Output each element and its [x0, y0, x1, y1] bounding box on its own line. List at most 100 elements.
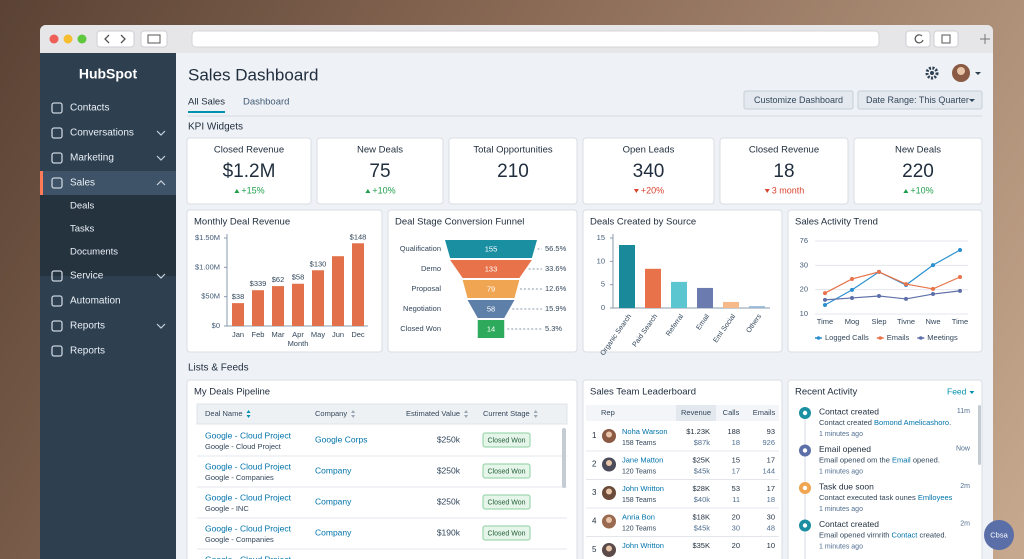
new-tab[interactable] — [980, 34, 990, 44]
settings-icon[interactable] — [925, 66, 939, 80]
y-tick-label: $1.50M — [195, 233, 220, 242]
maximize-button[interactable] — [77, 34, 87, 44]
funnel-stage — [477, 320, 505, 338]
card — [853, 137, 983, 205]
rank: 1 — [592, 431, 597, 440]
section-title: KPI Widgets — [188, 122, 243, 133]
legend-label: Logged Calls — [825, 333, 869, 342]
card — [582, 379, 783, 559]
deal-name[interactable]: Google - Cloud Project — [205, 554, 292, 559]
feed-filter[interactable]: Feed — [947, 386, 967, 396]
rep-calls: 30 — [732, 523, 740, 532]
kpi-value: 340 — [633, 161, 665, 182]
header-button[interactable] — [857, 90, 983, 110]
nav-buttons[interactable] — [96, 30, 135, 48]
rep-name[interactable]: Noha Warson — [622, 427, 668, 436]
card — [186, 137, 312, 205]
nav-item[interactable]: Service — [70, 271, 104, 282]
nav-item[interactable]: Marketing — [70, 153, 114, 164]
nav-icon — [51, 270, 63, 282]
rep-name[interactable]: John Writton — [622, 541, 664, 550]
funnel-conversion-label: 15.9% — [545, 304, 567, 313]
user-menu-caret[interactable] — [975, 72, 981, 75]
activity-text-part: Contact created — [819, 418, 874, 427]
sort-icon — [246, 410, 251, 418]
address-bar[interactable] — [191, 30, 880, 48]
subnav-item[interactable]: Documents — [70, 247, 118, 258]
rep-name[interactable]: John Writton — [622, 484, 664, 493]
deal-name[interactable]: Google - Cloud Project — [205, 430, 292, 440]
deal-name[interactable]: Google - Cloud Project — [205, 461, 292, 471]
deal-name[interactable]: Google - Cloud Project — [205, 492, 292, 502]
kpi-trend-arrow — [764, 189, 770, 193]
company-link[interactable]: Company — [315, 465, 352, 475]
estimated-value: $250k — [437, 465, 461, 475]
column-header[interactable]: Calls — [723, 408, 740, 417]
activity-title: Contact created — [819, 406, 879, 416]
x-tick-label: Time — [817, 317, 833, 326]
subnav-item[interactable]: Deals — [70, 201, 95, 212]
rep-calls: 11 — [732, 495, 740, 504]
legend-label: Emails — [887, 333, 910, 342]
company-link[interactable]: Company — [315, 496, 352, 506]
bar — [292, 283, 304, 326]
nav-item[interactable]: Sales — [70, 178, 95, 189]
deal-subtitle: Google - INC — [205, 504, 249, 513]
sidebar-toggle[interactable] — [140, 30, 168, 48]
rep-name[interactable]: Anria Bon — [622, 512, 655, 521]
series-point — [904, 282, 908, 287]
tabs-button[interactable] — [933, 30, 959, 48]
series-point — [931, 263, 935, 268]
activity-time: 2m — [960, 520, 970, 527]
column-header[interactable]: Estimated Value — [406, 409, 460, 418]
rep-revenue: $18K — [692, 512, 710, 521]
x-tick-label: Time — [952, 317, 968, 326]
activity-text: Email opened om the Email opened. — [819, 455, 940, 464]
kpi-change: 3 month — [772, 185, 805, 195]
nav-item[interactable]: Conversations — [70, 128, 134, 139]
y-tick-label: $1.00M — [195, 262, 220, 271]
nav-chevron — [156, 273, 166, 279]
nav-item[interactable]: Automation — [70, 296, 121, 307]
close-button[interactable] — [49, 34, 59, 44]
column-header[interactable]: Revenue — [681, 408, 711, 417]
rep-emails: 17 — [767, 455, 775, 464]
kpi-value: 220 — [902, 161, 934, 182]
nav-active-bg — [40, 171, 176, 195]
bar — [252, 290, 264, 326]
activity-icon-glyph — [802, 485, 808, 491]
minimize-button[interactable] — [63, 34, 73, 44]
rep-emails: 93 — [767, 427, 775, 436]
rep-name[interactable]: Jane Matton — [622, 455, 663, 464]
company-link[interactable]: Company — [315, 527, 352, 537]
column-header[interactable]: Company — [315, 409, 347, 418]
nav-item[interactable]: Reports — [70, 346, 105, 357]
funnel-stage — [450, 260, 532, 278]
chat-bubble[interactable] — [984, 520, 1014, 550]
column-header[interactable]: Deal Name — [205, 409, 243, 418]
rank: 2 — [592, 460, 597, 469]
chart-title: Monthly Deal Revenue — [194, 217, 290, 228]
kpi-change: +10% — [910, 185, 933, 195]
column-header[interactable]: Current Stage — [483, 409, 530, 418]
bar — [671, 281, 687, 308]
subnav-bg — [40, 195, 176, 276]
tab[interactable]: Dashboard — [243, 97, 289, 108]
tab[interactable]: All Sales — [188, 97, 225, 108]
nav-item[interactable]: Contacts — [70, 103, 109, 114]
column-header[interactable]: Rep — [601, 408, 615, 417]
kpi-label: Closed Revenue — [214, 145, 284, 156]
reload-button[interactable] — [905, 30, 931, 48]
chat-label: Cbsa — [990, 530, 1008, 539]
bar-value-label: $62 — [272, 275, 285, 284]
bar — [723, 301, 739, 308]
chart-title: Deal Stage Conversion Funnel — [395, 217, 524, 228]
deal-name[interactable]: Google - Cloud Project — [205, 523, 292, 533]
header-button[interactable] — [743, 90, 854, 110]
nav-item[interactable]: Reports — [70, 321, 105, 332]
subnav-item[interactable]: Tasks — [70, 224, 95, 235]
column-header[interactable]: Emails — [753, 408, 776, 417]
company-link[interactable]: Google Corps — [315, 434, 367, 444]
activity-text-part: Email opened virnrith — [819, 530, 892, 539]
